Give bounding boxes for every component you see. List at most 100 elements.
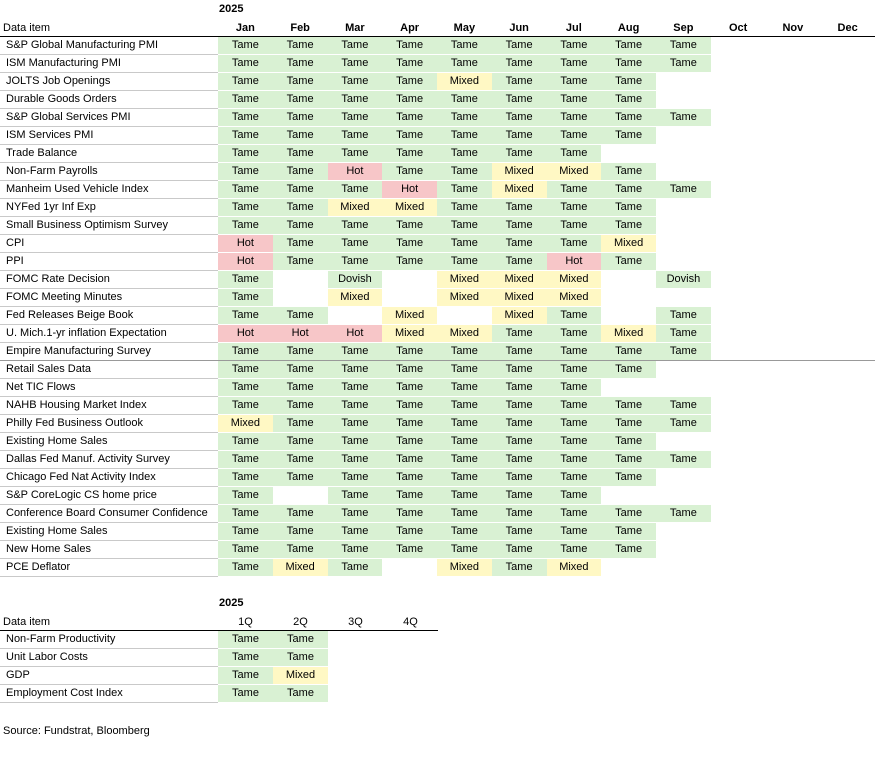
status-cell: Tame [382, 72, 437, 91]
status-cell: Tame [491, 396, 547, 415]
status-cell [765, 54, 821, 73]
status-cell: Tame [218, 270, 273, 289]
status-cell: Tame [491, 540, 547, 559]
status-cell: Tame [382, 108, 437, 127]
status-cell: Tame [601, 126, 656, 145]
status-cell [820, 162, 875, 181]
status-cell [820, 522, 875, 541]
table-row: CPI Hot Tame Tame Tame Tame Tame Tame Mixed [0, 234, 875, 253]
status-cell: Tame [382, 144, 437, 163]
status-cell: Tame [272, 54, 328, 73]
status-cell [710, 432, 766, 451]
status-cell [656, 144, 711, 163]
status-cell: Tame [601, 414, 656, 433]
status-cell [710, 270, 766, 289]
status-cell [820, 306, 875, 325]
column-header-4q: 4Q [383, 614, 438, 631]
row-label: Existing Home Sales [0, 432, 218, 451]
status-cell: Tame [218, 342, 273, 361]
status-cell: Tame [601, 360, 656, 379]
status-cell: Tame [491, 414, 547, 433]
status-cell: Tame [491, 144, 547, 163]
status-cell: Tame [272, 306, 328, 325]
status-cell [656, 126, 711, 145]
status-cell [656, 558, 711, 577]
status-cell: Tame [601, 162, 656, 181]
status-cell: Tame [491, 252, 547, 271]
column-header-2q: 2Q [273, 614, 328, 631]
status-cell: Tame [437, 468, 492, 487]
status-cell: Mixed [327, 288, 383, 307]
status-cell [272, 486, 328, 505]
status-cell: Tame [656, 306, 711, 325]
source-note: Source: Fundstrat, Bloomberg [3, 725, 150, 737]
status-cell: Tame [437, 522, 492, 541]
status-cell: Mixed [437, 558, 492, 577]
status-cell: Tame [601, 468, 656, 487]
table-row: Non-Farm Payrolls Tame Tame Hot Tame Tame Mixe… [0, 162, 875, 181]
status-cell [765, 36, 821, 55]
status-cell: Tame [327, 378, 383, 397]
status-cell: Tame [272, 378, 328, 397]
status-cell: Tame [327, 180, 383, 199]
status-cell [710, 396, 766, 415]
status-cell [820, 540, 875, 559]
table-row: Existing Home Sales Tame Tame Tame Tame Tame T… [0, 522, 875, 541]
status-cell: Tame [491, 432, 547, 451]
status-cell: Tame [437, 126, 492, 145]
status-cell [710, 72, 766, 91]
status-cell [710, 450, 766, 469]
status-cell [328, 630, 383, 649]
status-cell: Tame [218, 162, 273, 181]
status-cell: Tame [272, 360, 328, 379]
status-cell: Tame [272, 252, 328, 271]
status-cell: Tame [327, 54, 383, 73]
status-cell: Tame [272, 396, 328, 415]
table-row: ISM Manufacturing PMI Tame Tame Tame Tame Tam… [0, 54, 875, 73]
status-cell [710, 54, 766, 73]
status-cell: Tame [546, 54, 602, 73]
status-cell: Tame [546, 216, 602, 235]
status-cell: Tame [327, 342, 383, 361]
status-cell [272, 270, 328, 289]
status-cell: Tame [272, 126, 328, 145]
status-cell [765, 432, 821, 451]
status-cell: Tame [382, 36, 437, 55]
status-cell [820, 36, 875, 55]
status-cell: Tame [382, 234, 437, 253]
status-cell: Tame [546, 198, 602, 217]
status-cell: Tame [437, 180, 492, 199]
status-cell [710, 162, 766, 181]
status-cell: Hot [546, 252, 602, 271]
status-cell: Tame [382, 126, 437, 145]
status-cell [765, 288, 821, 307]
table-row: New Home Sales Tame Tame Tame Tame Tame Tame Ta… [0, 540, 875, 559]
status-cell [820, 288, 875, 307]
row-label: FOMC Meeting Minutes [0, 288, 218, 307]
status-cell [765, 162, 821, 181]
table-row: Retail Sales Data Tame Tame Tame Tame Tame Tam… [0, 360, 875, 379]
status-cell: Tame [601, 54, 656, 73]
row-label: New Home Sales [0, 540, 218, 559]
status-cell [656, 468, 711, 487]
status-cell: Tame [491, 72, 547, 91]
status-cell: Tame [546, 450, 602, 469]
status-cell: Tame [218, 540, 273, 559]
status-cell: Tame [546, 378, 602, 397]
status-cell: Tame [327, 432, 383, 451]
status-cell: Tame [546, 72, 602, 91]
status-cell [272, 288, 328, 307]
status-cell: Tame [491, 36, 547, 55]
row-label: Net TIC Flows [0, 378, 218, 397]
status-cell [710, 216, 766, 235]
status-cell: Tame [327, 90, 383, 109]
status-cell: Tame [382, 432, 437, 451]
status-cell [765, 234, 821, 253]
status-cell: Mixed [382, 198, 437, 217]
status-cell: Tame [272, 36, 328, 55]
status-cell [765, 558, 821, 577]
status-cell: Tame [382, 342, 437, 361]
status-cell [327, 306, 383, 325]
status-cell: Tame [327, 252, 383, 271]
row-label: PCE Deflator [0, 558, 218, 577]
